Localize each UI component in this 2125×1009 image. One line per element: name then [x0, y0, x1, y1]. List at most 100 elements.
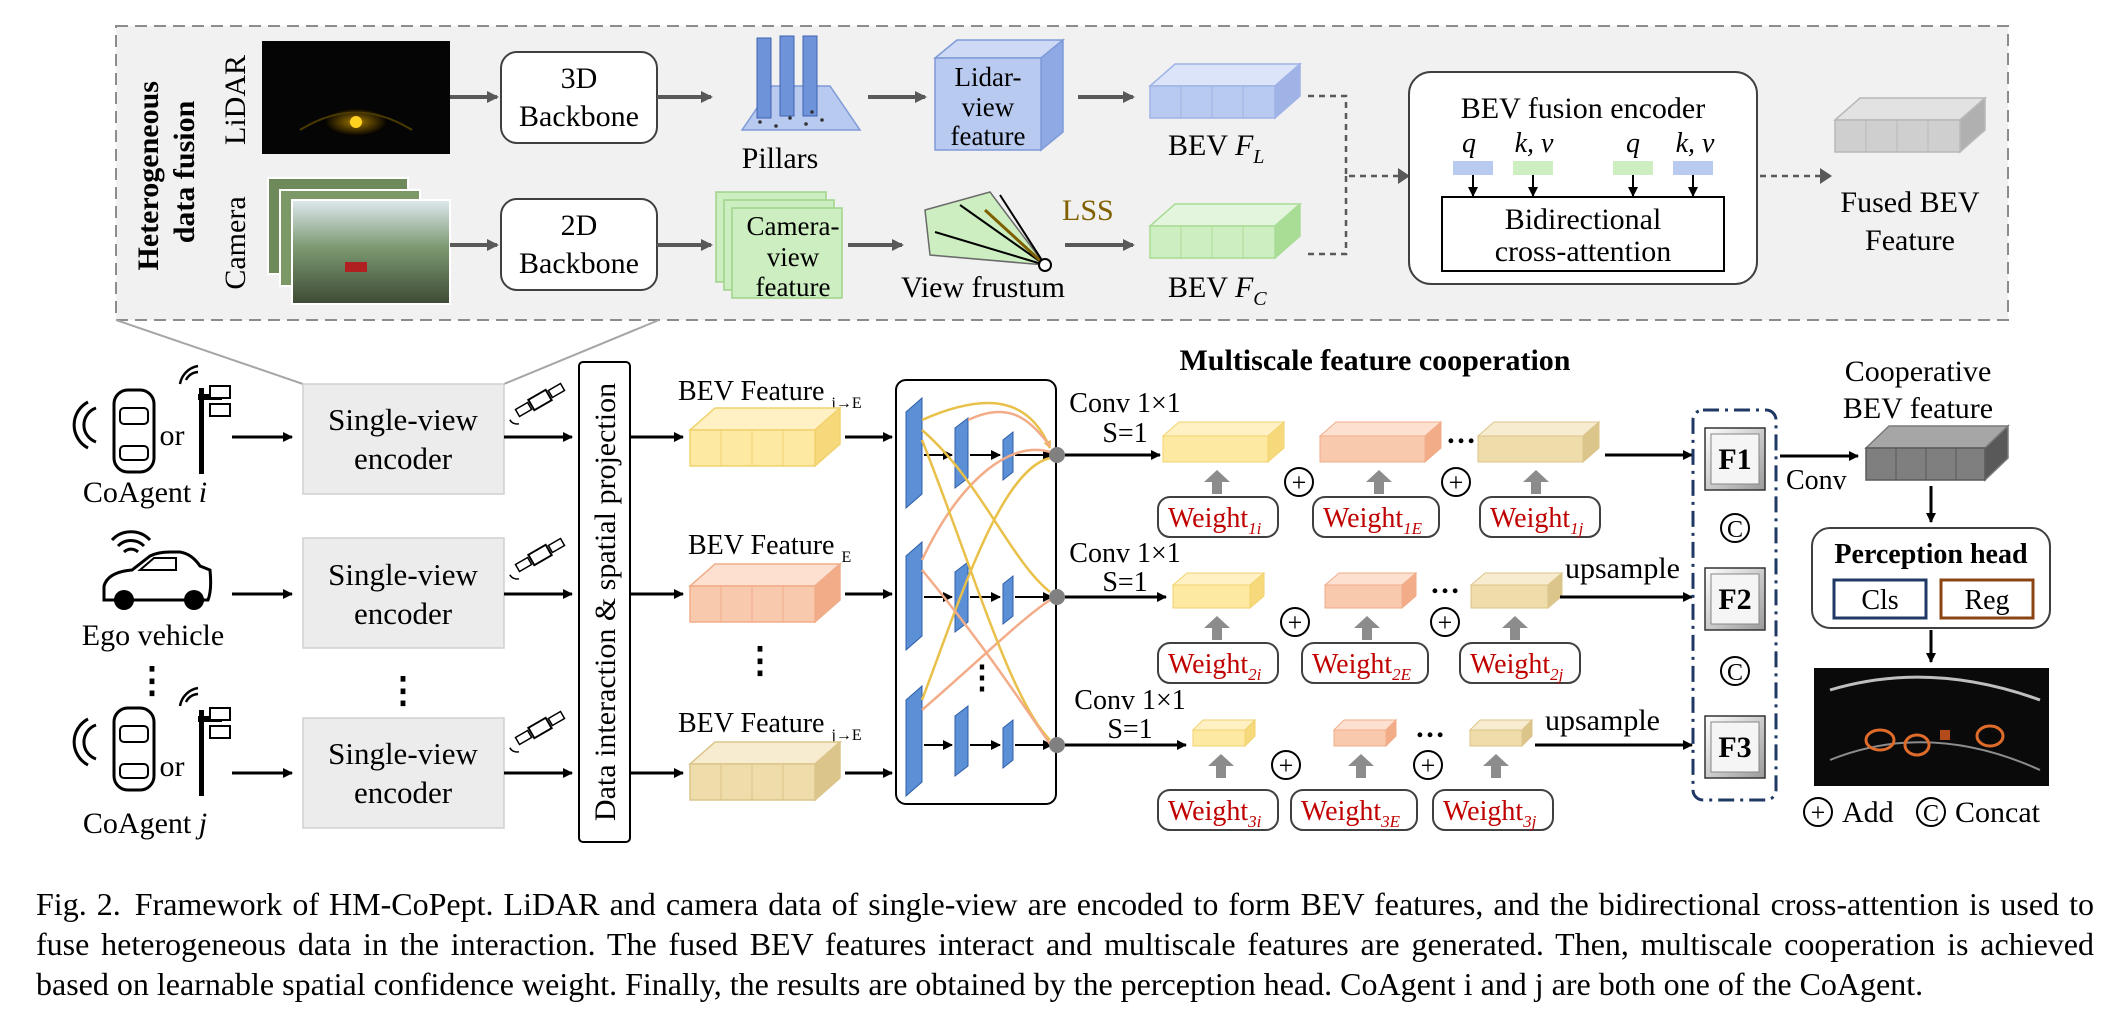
- weight-box: Weight2E: [1301, 642, 1429, 684]
- camera-view-feature: [715, 191, 843, 299]
- lidar-view-cube: [932, 38, 1066, 152]
- bev-fl-block: [1148, 62, 1302, 120]
- svg-text:+: +: [1292, 468, 1307, 497]
- conv-output-label: Conv: [1786, 465, 1847, 496]
- svg-text:Perception head: Perception head: [1834, 539, 2028, 570]
- coagent-i-label: CoAgent i: [83, 476, 207, 509]
- view-frustum-label: View frustum: [901, 271, 1065, 304]
- svg-text:Cls: Cls: [1861, 585, 1898, 616]
- encoder-title: BEV fusion encoder: [1461, 92, 1705, 125]
- roadside-camera-icon: [178, 364, 231, 474]
- single-view-encoder-3: Single-view encoder: [302, 717, 505, 829]
- bev-feature-1-label: BEV Feature i→E: [678, 376, 862, 412]
- bev-feature-2-label: BEV Feature E: [688, 530, 851, 566]
- ego-vehicle-group: Ego vehicle: [82, 530, 224, 652]
- fusion-title: Heterogeneous data fusion: [132, 74, 201, 271]
- data-interaction-projection-box: Data interaction & spatial projection: [578, 361, 631, 843]
- weight-box: Weight1E: [1312, 496, 1440, 538]
- satellite-icon: [509, 537, 566, 580]
- pillars-graphic: [740, 35, 862, 131]
- satellite-icon: [509, 382, 566, 425]
- roadside-camera-icon: [178, 686, 231, 796]
- svg-text:Data interaction & spatial pro: Data interaction & spatial projection: [589, 383, 622, 821]
- svg-text:q: q: [1462, 128, 1476, 159]
- f2-box: [1704, 567, 1766, 631]
- ego-vehicle-label: Ego vehicle: [82, 619, 224, 652]
- svg-text:Weight3j: Weight3j: [1443, 796, 1537, 831]
- agents-vdots: ⋮: [134, 660, 170, 700]
- perception-result-image: [1814, 668, 2049, 786]
- svg-text:Conv 1×1S=1: Conv 1×1 S=1: [1074, 685, 1185, 745]
- view-frustum-graphic: [924, 191, 1052, 272]
- svg-text:C: C: [1727, 660, 1743, 686]
- concat-operator: [1720, 513, 1750, 543]
- scale1-cube-e: [1318, 420, 1443, 464]
- svg-text:+: +: [1279, 751, 1294, 780]
- svg-text:Weight1j: Weight1j: [1490, 503, 1584, 538]
- coagent-i-group: or CoAgent i: [72, 364, 231, 509]
- perception-head: Perception head Cls Reg: [1811, 527, 2051, 629]
- svg-text:Weight3E: Weight3E: [1301, 796, 1401, 831]
- fused-bev-label: Fused BEV Feature: [1840, 186, 1980, 257]
- figure-caption: Fig. 2. Framework of HM-CoPept. LiDAR and…: [36, 884, 2094, 1004]
- scale2-cube-i: [1171, 571, 1266, 610]
- svg-text:q: q: [1626, 128, 1640, 159]
- car-topview-icon: [112, 706, 156, 792]
- svg-text:Concat: Concat: [1955, 796, 2041, 829]
- coagent-j-label: CoAgent j: [83, 807, 207, 840]
- bev-feature-2: [688, 562, 842, 624]
- satellite-icon: [509, 710, 566, 753]
- weight-box: Weight2i: [1157, 642, 1279, 684]
- svg-text:F1: F1: [1718, 443, 1751, 476]
- bev-fc-label: BEV FC: [1168, 271, 1267, 310]
- bev-feature-1: [688, 406, 842, 468]
- bev-feature-3: [688, 740, 842, 802]
- weight-box: Weight1i: [1157, 496, 1279, 538]
- svg-text:Weight1i: Weight1i: [1168, 503, 1262, 538]
- svg-text:Conv 1×1S=1: Conv 1×1 S=1: [1069, 538, 1180, 598]
- scale3-cube-j: [1468, 718, 1534, 748]
- svg-text:+: +: [1449, 468, 1464, 497]
- svg-text:+: +: [1288, 608, 1303, 637]
- legend: + Add C Concat: [1803, 796, 2041, 829]
- bev-fl-label: BEV FL: [1168, 129, 1264, 168]
- figure-number: Fig. 2.: [36, 886, 121, 922]
- f3-box: [1704, 715, 1766, 779]
- svg-text:Weight2E: Weight2E: [1312, 649, 1412, 684]
- svg-text:C: C: [1923, 801, 1939, 827]
- bev-feature-3-label: BEV Feature j→E: [678, 708, 862, 744]
- fc-connector: [1308, 176, 1348, 256]
- reg-box: [1939, 578, 2035, 620]
- bev-fusion-encoder: BEV fusion encoder q k, v q k, v Bidirec…: [1408, 71, 1758, 285]
- car-side-icon: [102, 550, 213, 610]
- svg-text:…: …: [1446, 417, 1476, 450]
- svg-text:Weight1E: Weight1E: [1323, 503, 1423, 538]
- svg-text:F2: F2: [1718, 583, 1751, 616]
- fused-bev-block: [1833, 96, 1987, 154]
- scale2-cube-j: [1469, 571, 1564, 610]
- pyramid-row-3: [905, 684, 1053, 798]
- bev-fc-block: [1148, 202, 1302, 260]
- conv-1-label: Conv 1×1 S=1: [1069, 388, 1180, 449]
- weight-box: Weight3E: [1290, 789, 1418, 831]
- concat-column: F1 F2 F3 C C: [1691, 408, 1778, 802]
- cooperative-bev-label: Cooperative BEV feature: [1843, 355, 1993, 425]
- svg-text:C: C: [1727, 517, 1743, 543]
- svg-text:Weight2i: Weight2i: [1168, 649, 1262, 684]
- framework-diagram: Heterogeneous data fusion LiDAR Camera 3…: [72, 25, 2051, 843]
- svg-text:or: or: [160, 419, 185, 452]
- weight-up-arrows: [1204, 470, 1549, 778]
- feature-pyramid-network: ⋮: [895, 379, 1065, 805]
- coagent-j-group: or CoAgent j: [72, 686, 231, 840]
- camera-image-stack: [267, 177, 451, 305]
- car-topview-icon: [112, 388, 156, 474]
- single-view-encoder-1: Single-view encoder: [302, 383, 505, 495]
- weight-box: Weight1j: [1479, 496, 1601, 538]
